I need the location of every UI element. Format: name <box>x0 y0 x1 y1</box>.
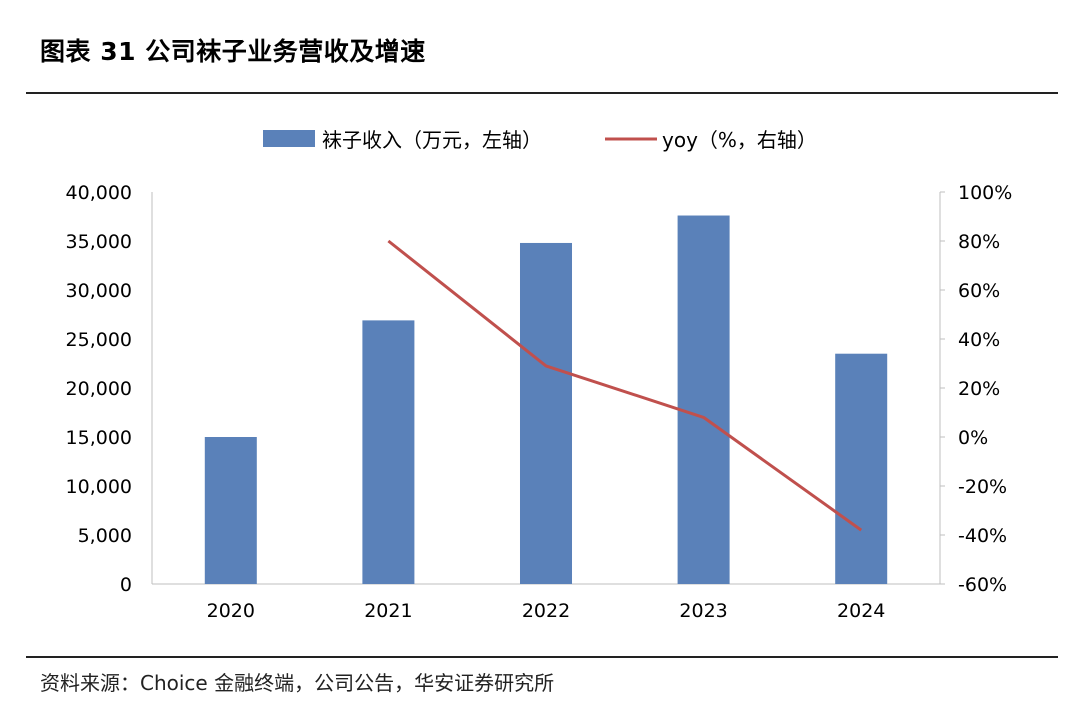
left-axis-tick-label: 25,000 <box>66 329 132 351</box>
yoy-line-path <box>387 239 863 532</box>
right-axis-tick-label: 40% <box>958 329 1000 351</box>
yoy-line <box>387 239 863 532</box>
left-axis-tick-label: 0 <box>120 574 132 596</box>
left-axis-tick-label: 10,000 <box>66 476 132 498</box>
right-axis-tick-label: 100% <box>958 182 1012 204</box>
revenue-bar-2020 <box>204 437 257 584</box>
left-axis-tick-label: 15,000 <box>66 427 132 449</box>
legend-bar-swatch <box>263 130 315 147</box>
left-axis-tick-label: 5,000 <box>78 525 132 547</box>
x-axis-tick-label: 2022 <box>522 600 570 622</box>
right-axis-tick-label: -40% <box>958 525 1007 547</box>
x-axis-tick-label: 2021 <box>364 600 412 622</box>
left-axis-tick-label: 40,000 <box>66 182 132 204</box>
chart-legend: 袜子收入（万元，左轴） yoy（%，右轴） <box>263 128 817 152</box>
right-axis-tick-label: -20% <box>958 476 1007 498</box>
source-note: 资料来源：Choice 金融终端，公司公告，华安证券研究所 <box>40 671 555 695</box>
revenue-bar-2023 <box>677 215 730 584</box>
tick-labels: 0 5,000 10,000 15,000 20,000 25,000 30,000 35,0… <box>66 182 1013 622</box>
source-divider <box>26 656 1058 658</box>
legend-line-label: yoy（%，右轴） <box>662 128 817 152</box>
revenue-bars <box>204 215 888 584</box>
revenue-bar-2024 <box>835 353 888 584</box>
x-axis-tick-label: 2024 <box>837 600 885 622</box>
right-axis-tick-label: -60% <box>958 574 1007 596</box>
figure-title: 图表 31 公司袜子业务营收及增速 <box>40 37 426 66</box>
left-axis-tick-label: 35,000 <box>66 231 132 253</box>
legend-bar-label: 袜子收入（万元，左轴） <box>322 128 542 152</box>
right-axis-tick-label: 80% <box>958 231 1000 253</box>
x-axis-tick-label: 2020 <box>207 600 255 622</box>
title-divider <box>26 92 1058 94</box>
revenue-bar-2021 <box>362 320 415 584</box>
right-axis-tick-label: 60% <box>958 280 1000 302</box>
right-axis-tick-label: 0% <box>958 427 988 449</box>
x-axis-tick-label: 2023 <box>679 600 727 622</box>
revenue-bar-2022 <box>519 242 573 584</box>
right-axis-tick-label: 20% <box>958 378 1000 400</box>
left-axis-tick-label: 20,000 <box>66 378 132 400</box>
left-axis-tick-label: 30,000 <box>66 280 132 302</box>
